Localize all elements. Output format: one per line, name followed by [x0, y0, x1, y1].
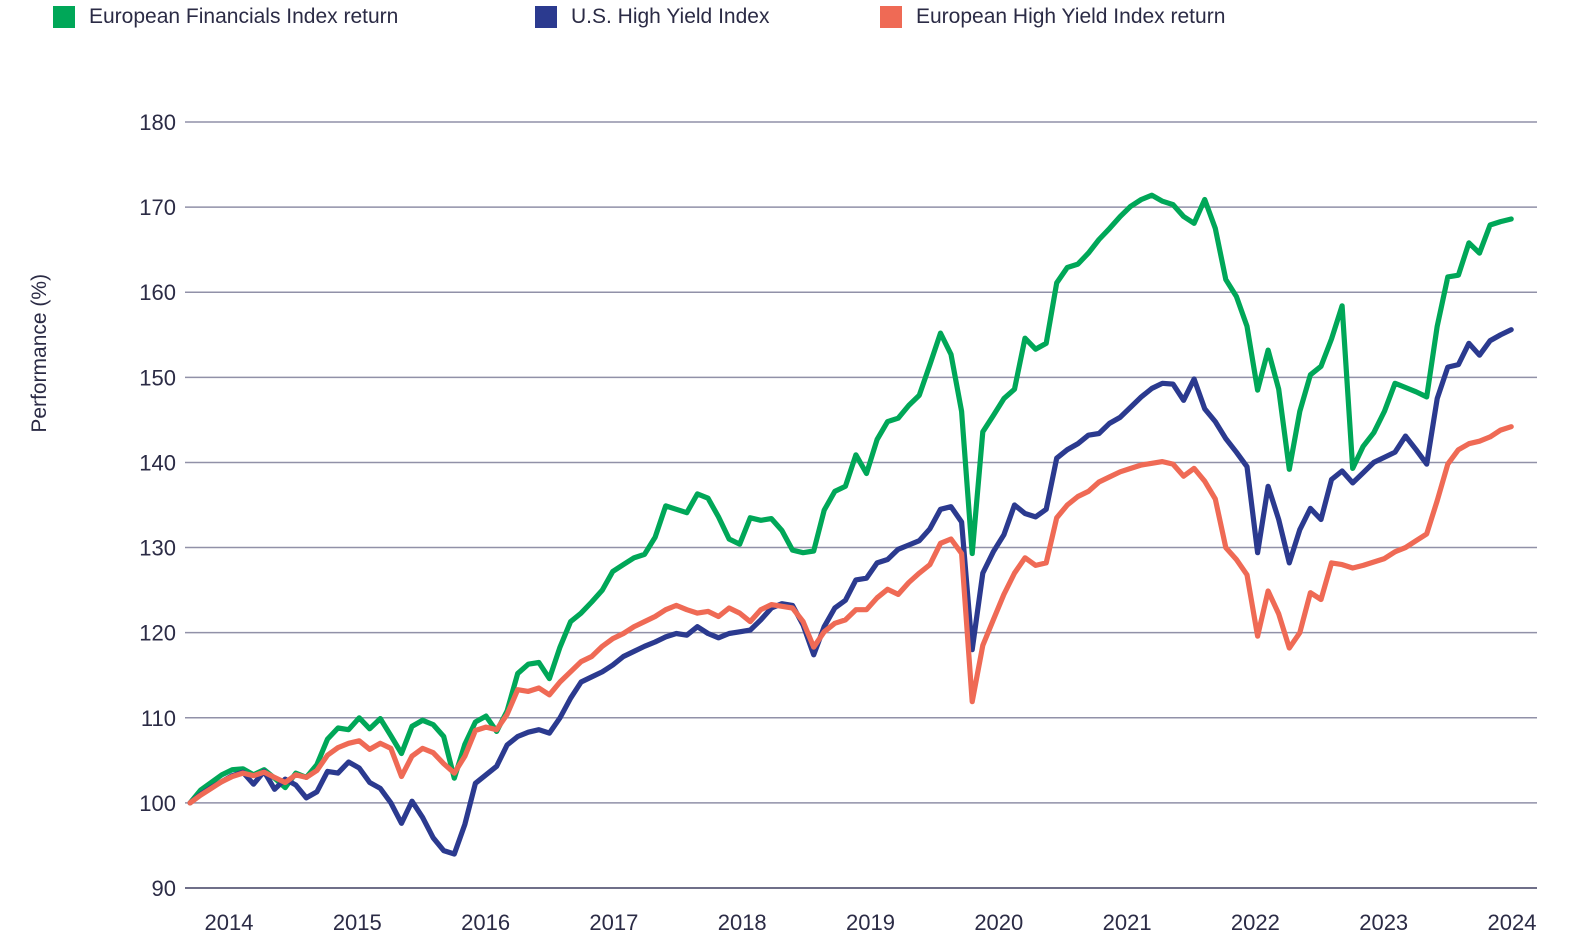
y-tick-label-120: 120 [139, 621, 176, 646]
x-tick-label-2015: 2015 [333, 910, 382, 935]
legend-label: European Financials Index return [89, 5, 399, 28]
y-tick-label-100: 100 [139, 791, 176, 816]
series-line-green [187, 192, 1514, 806]
legend-swatch-green-icon [53, 6, 75, 28]
y-tick-label-140: 140 [139, 450, 176, 475]
x-tick-label-2022: 2022 [1231, 910, 1280, 935]
y-tick-label-90: 90 [152, 876, 176, 901]
legend-item-european-high-yield: European High Yield Index return [880, 5, 1225, 29]
y-tick-label-180: 180 [139, 110, 176, 135]
legend-label: U.S. High Yield Index [571, 5, 770, 28]
y-tick-label-170: 170 [139, 195, 176, 220]
legend-swatch-blue-icon [535, 6, 557, 28]
legend-swatch-red-icon [880, 6, 902, 28]
series-line-blue [187, 327, 1514, 857]
x-tick-label-2018: 2018 [718, 910, 767, 935]
x-tick-label-2019: 2019 [846, 910, 895, 935]
legend-item-us-high-yield: U.S. High Yield Index [535, 5, 769, 29]
x-tick-label-2021: 2021 [1103, 910, 1152, 935]
x-tick-label-2020: 2020 [974, 910, 1023, 935]
y-tick-label-110: 110 [141, 706, 176, 731]
legend-item-european-financials: European Financials Index return [53, 5, 398, 29]
x-tick-label-2024: 2024 [1488, 910, 1537, 935]
x-tick-label-2014: 2014 [205, 910, 254, 935]
x-tick-label-2017: 2017 [589, 910, 638, 935]
x-tick-label-2023: 2023 [1359, 910, 1408, 935]
series-line-red [187, 424, 1514, 806]
y-tick-label-160: 160 [139, 280, 176, 305]
y-tick-label-150: 150 [139, 365, 176, 390]
y-tick-label-130: 130 [139, 536, 176, 561]
x-tick-label-2016: 2016 [461, 910, 510, 935]
legend-label: European High Yield Index return [916, 5, 1226, 28]
